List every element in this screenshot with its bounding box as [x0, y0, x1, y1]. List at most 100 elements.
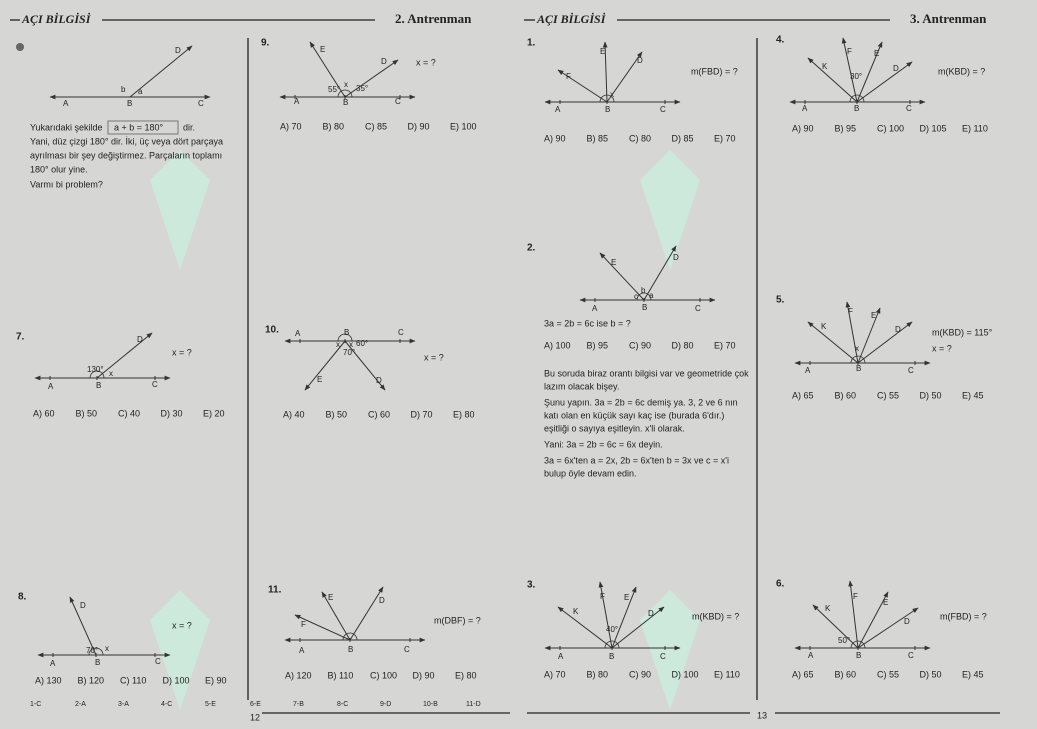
intro-text: Yani, düz çizgi 180° dir. İki, üç veya d… [30, 136, 223, 146]
diagram-label: E [874, 49, 879, 58]
formula-box [107, 120, 179, 135]
choice: A) 130 [35, 675, 62, 685]
diagram-label: F [566, 72, 571, 81]
choice: D) 80 [672, 340, 694, 350]
problem-number: 5. [776, 295, 785, 306]
question: m(KBD) = ? [938, 66, 985, 76]
diagram-label: C [908, 651, 914, 660]
page-number: 13 [757, 710, 767, 720]
diagram-label: D [904, 617, 910, 626]
choice: C) 55 [877, 669, 899, 679]
choice: C) 90 [629, 340, 651, 350]
choice: D) 100 [163, 675, 190, 685]
diagram-label: E [883, 598, 888, 607]
choice: D) 90 [413, 670, 435, 680]
ray [349, 586, 384, 641]
answer-key: 6-E [250, 701, 261, 708]
choice: B) 80 [323, 121, 345, 131]
diagram-label: A [50, 659, 56, 668]
choice: E) 80 [455, 670, 477, 680]
ray [129, 45, 193, 98]
choice: D) 50 [920, 669, 942, 679]
header-title: AÇI BİLGİSİ [536, 12, 607, 26]
ray [557, 606, 613, 649]
problem-number: 1. [527, 38, 536, 49]
question: x = ? [424, 352, 444, 362]
ray [602, 41, 608, 103]
diagram-label: E [871, 311, 876, 320]
choice: E) 80 [453, 409, 475, 419]
ray [857, 321, 913, 364]
diagram-label: D [893, 64, 899, 73]
choice: E) 70 [714, 133, 736, 143]
diagram-label: K [821, 322, 827, 331]
answer-key: 2-A [75, 701, 86, 708]
angle-label: b [121, 85, 126, 94]
diagram-label: x [349, 340, 353, 349]
choice: B) 50 [326, 409, 348, 419]
point-label: D [175, 46, 181, 55]
choice: E) 20 [203, 408, 225, 418]
diagram-label: B [605, 105, 610, 114]
choice: B) 60 [835, 669, 857, 679]
diagram-label: A [808, 651, 814, 660]
diagram-label: x [610, 90, 614, 99]
choice: B) 80 [587, 669, 609, 679]
choice: A) 40 [283, 409, 305, 419]
diagram-label: E [328, 593, 333, 602]
choice: A) 65 [792, 390, 814, 400]
header-title: AÇI BİLGİSİ [21, 12, 92, 26]
ray [294, 614, 351, 641]
diagram-label: 50° [838, 636, 850, 645]
diagram-label: 70° [343, 348, 355, 357]
page-number: 12 [250, 712, 260, 722]
question: m(KBD) = 115° [932, 327, 993, 337]
diagram-label: 130° [87, 365, 104, 374]
diagram-label: A [805, 366, 811, 375]
answer-key: 10-B [423, 701, 438, 708]
choice: D) 30 [161, 408, 183, 418]
diagram-label: B [344, 328, 349, 337]
explanation: eşitliği o sayıya eşitleyin. x'li olarak… [544, 423, 685, 433]
ray [557, 69, 608, 103]
diagram-label: K [822, 62, 828, 71]
angle-arc [599, 94, 615, 103]
diagram-label: B [642, 303, 647, 312]
diagram-label: F [847, 47, 852, 56]
diagram-label: D [895, 325, 901, 334]
choice: E) 45 [962, 669, 984, 679]
intro-text: 180° olur yine. [30, 164, 88, 174]
question: 3a = 2b = 6c ise b = ? [544, 318, 631, 328]
problem-number: 9. [261, 38, 270, 49]
diagram-label: C [908, 366, 914, 375]
question: x = ? [172, 347, 192, 357]
answer-key: 4-C [161, 701, 172, 708]
diagram-label: 30° [850, 72, 862, 81]
choice: A) 70 [544, 669, 566, 679]
diagram-label: E [611, 258, 616, 267]
problem-number: 2. [527, 243, 536, 254]
choice: E) 90 [205, 675, 227, 685]
ray [606, 51, 643, 103]
choice: A) 70 [280, 121, 302, 131]
diagram-label: B [856, 651, 861, 660]
intro-text: ayrılması bir şey değiştirmez. Parçaları… [30, 150, 222, 160]
ray [611, 586, 637, 649]
ray [309, 41, 346, 98]
diagram-label: C [660, 105, 666, 114]
angle-arc [337, 89, 353, 98]
problem-number: 3. [527, 580, 536, 591]
ray [856, 61, 913, 103]
angle-arc [604, 640, 620, 649]
choice: A) 60 [33, 408, 55, 418]
choice: B) 95 [835, 123, 857, 133]
diagram-label: c [634, 292, 638, 301]
diagram-label: C [395, 97, 401, 106]
angle-label: a [138, 87, 143, 96]
diagram-label: A [299, 646, 305, 655]
diagram-label: D [376, 376, 382, 385]
answer-key: 5-E [205, 701, 216, 708]
choice: D) 100 [672, 669, 699, 679]
angle-arc [850, 640, 866, 649]
diagram-label: x [105, 644, 109, 653]
